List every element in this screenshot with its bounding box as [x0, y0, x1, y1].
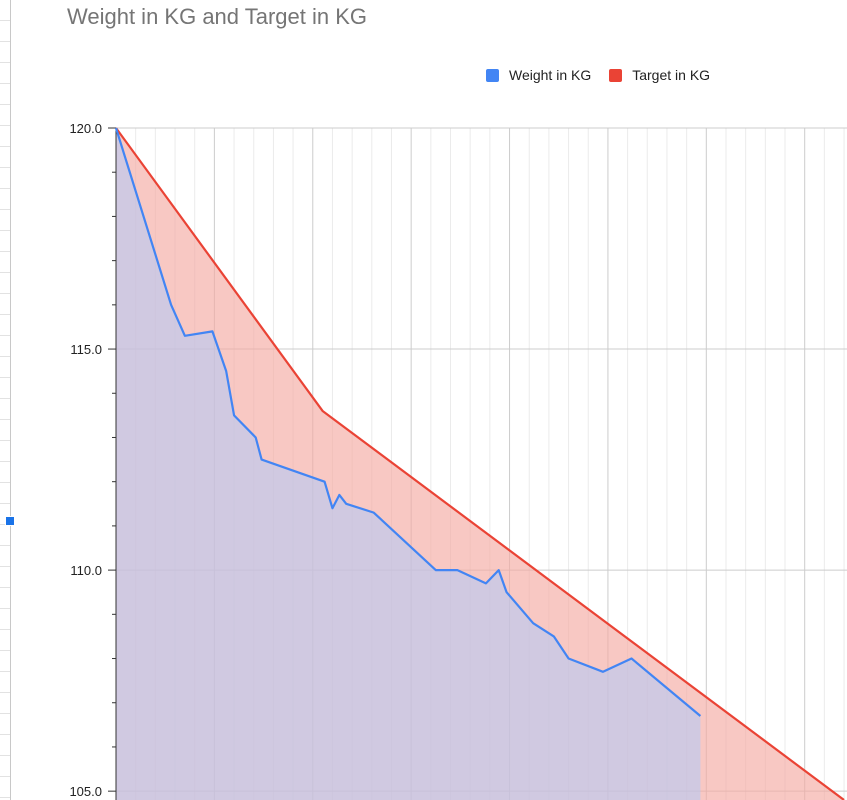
legend-label-target: Target in KG: [632, 67, 711, 83]
weight-area-fill: [116, 128, 701, 800]
spreadsheet-row-strip: [0, 0, 11, 800]
y-tick-label: 115.0: [70, 342, 102, 357]
y-tick-label: 110.0: [70, 563, 102, 578]
chart-title: Weight in KG and Target in KG: [67, 4, 368, 29]
legend-swatch-target: [609, 68, 623, 82]
legend-label-weight: Weight in KG: [509, 67, 592, 83]
y-tick-label: 120.0: [69, 121, 102, 136]
y-tick-label: 105.0: [69, 784, 102, 799]
legend-swatch-weight: [486, 68, 499, 82]
target-series-line: [115, 127, 845, 800]
weight-series-line: [114, 127, 702, 717]
chart-legend: Weight in KG Target in KG: [486, 66, 728, 84]
legend-item-target[interactable]: Target in KG: [609, 67, 710, 83]
chart-resize-handle[interactable]: [5, 516, 15, 526]
legend-item-weight[interactable]: Weight in KG: [486, 67, 591, 83]
